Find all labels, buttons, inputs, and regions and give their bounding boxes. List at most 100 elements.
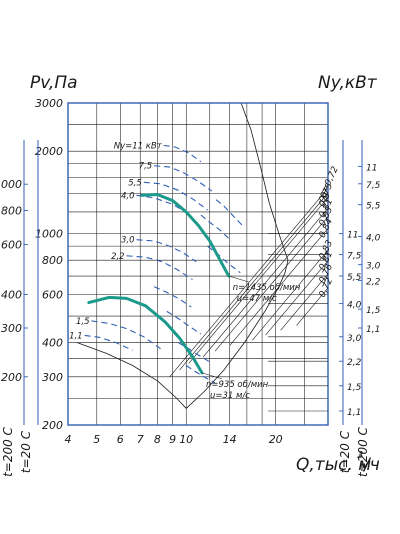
power-arc <box>207 245 241 274</box>
y-tick-label: 3000 <box>35 97 63 110</box>
outer-scale-label: 2,2 <box>366 277 381 287</box>
y-tick-label: 2000 <box>35 145 63 158</box>
power-arc <box>143 181 208 211</box>
efficiency-line <box>188 197 329 364</box>
power-arc <box>215 199 244 228</box>
outer-scale-label: 2,2 <box>347 358 362 368</box>
power-arc-label: 5,5 <box>128 178 142 188</box>
y-axis-label: Pv,Па <box>30 73 78 93</box>
outer-scale-label: 1,1 <box>347 408 361 418</box>
x-axis-label-main: Q,тыс. м <box>296 455 371 475</box>
outer-scale-caption: t=20 С <box>338 430 352 473</box>
power-arc-label: 7,5 <box>139 162 153 172</box>
outer-scale-label: 5,5 <box>366 202 381 212</box>
speed-label: n=935 об/мин <box>206 380 269 390</box>
outer-scale-label: 1,5 <box>366 306 381 316</box>
outer-scale-label: 7,5 <box>347 252 362 262</box>
power-arc-label: 4,0 <box>121 191 135 201</box>
power-arc-label: 1,5 <box>76 317 90 327</box>
x-axis-label-suffix: /ч <box>362 455 380 475</box>
outer-scale-label: 3,0 <box>347 334 362 344</box>
outer-scales: 1000 800 600 400 300 200 t=200 С t=20 С 11 7,5 5,5… <box>0 140 381 477</box>
efficiency-line <box>252 249 329 341</box>
outer-scale-label: 400 <box>1 288 22 301</box>
y-tick-label: 400 <box>42 337 63 350</box>
curve-leader <box>201 372 223 380</box>
x-tick-label: 5 <box>93 433 100 446</box>
curve-labels: η=0,720,750,80,810,830,840,830,810,760,7… <box>69 141 341 401</box>
efficiency-line <box>179 192 329 371</box>
outer-scale-label: 200 <box>1 371 22 384</box>
outer-scale-label: 5,5 <box>347 273 362 283</box>
efficiency-line <box>202 208 329 358</box>
power-arcs <box>84 144 244 384</box>
outer-scale-caption: t=20 С <box>19 430 33 473</box>
outer-scale-label: 4,0 <box>366 234 381 244</box>
efficiency-line <box>169 188 329 377</box>
outer-scale-label: 11 <box>366 163 377 173</box>
efficiency-line <box>296 287 329 326</box>
outer-scale-label: 300 <box>1 322 22 335</box>
y-tick-label: 1000 <box>35 228 63 241</box>
power-arc-label: 2,2 <box>111 252 125 262</box>
outer-scale-label: 3,0 <box>366 262 381 272</box>
power-arc <box>136 239 197 263</box>
x-tick-label: 14 <box>223 433 237 446</box>
power-arc <box>153 286 192 308</box>
efficiency-line <box>280 273 329 331</box>
speed-curve <box>140 192 231 278</box>
power-arc <box>166 310 202 335</box>
y-tick-labels: 200 300 400 600 800 1000 2000 3000 <box>35 97 63 432</box>
tip-speed-label: u=47 м/с <box>237 294 277 304</box>
power-arc-label: Ny=11 кВт <box>114 141 163 151</box>
x-tick-labels: 4 5 6 7 8 9 10 14 20 <box>65 433 283 446</box>
x-axis-label-superscript: 3 <box>357 450 363 461</box>
plot-frame <box>67 102 329 426</box>
x-tick-label: 10 <box>179 433 193 446</box>
outer-scale-label: 1000 <box>0 178 22 191</box>
power-arc <box>84 334 133 351</box>
y-tick-label: 600 <box>42 288 63 301</box>
x-tick-label: 8 <box>154 433 161 446</box>
speed-curve <box>87 295 204 375</box>
speed-label: n=1435 об/мин <box>233 283 301 293</box>
power-arc <box>200 214 232 242</box>
outer-scale-label: 11 <box>347 231 358 241</box>
x-tick-label: 9 <box>169 433 176 446</box>
curve-leader <box>228 275 249 283</box>
y-tick-label: 200 <box>42 419 63 432</box>
power-arc-label: 3,0 <box>121 236 135 246</box>
tip-speed-label: u=31 м/с <box>210 391 250 401</box>
x-tick-label: 7 <box>137 433 144 446</box>
x-tick-label: 4 <box>65 433 72 446</box>
outer-scale-caption: t=200 С <box>356 426 370 476</box>
y-tick-label: 800 <box>42 254 63 267</box>
x-axis-label: Q,тыс. м 3 /ч <box>296 450 380 475</box>
outer-scale-caption: t=200 С <box>1 426 15 476</box>
efficiency-line <box>265 260 329 336</box>
boundary-curve <box>77 102 289 409</box>
power-arc <box>91 320 161 350</box>
power-axis-label: Ny,кВт <box>318 73 378 93</box>
power-arc <box>185 365 216 384</box>
x-tick-label: 6 <box>117 433 124 446</box>
power-arc-label: 1,1 <box>69 331 83 341</box>
power-arc <box>163 144 202 163</box>
efficiency-line <box>214 216 329 352</box>
envelope-curve <box>77 102 289 409</box>
y-tick-label: 300 <box>42 371 63 384</box>
outer-scale-label: 1,5 <box>347 383 362 393</box>
outer-scale-label: 7,5 <box>366 181 381 191</box>
outer-scale-label: 1,1 <box>366 325 380 335</box>
x-tick-label: 20 <box>269 433 283 446</box>
outer-scale-label: 600 <box>1 239 22 252</box>
outer-scale-label: 800 <box>1 205 22 218</box>
efficiency-lines <box>169 188 329 377</box>
outer-scale-label: 4,0 <box>347 301 362 311</box>
speed-curves <box>87 192 231 375</box>
power-arc <box>126 255 193 280</box>
power-arc <box>154 165 213 192</box>
power-arc <box>178 342 211 363</box>
